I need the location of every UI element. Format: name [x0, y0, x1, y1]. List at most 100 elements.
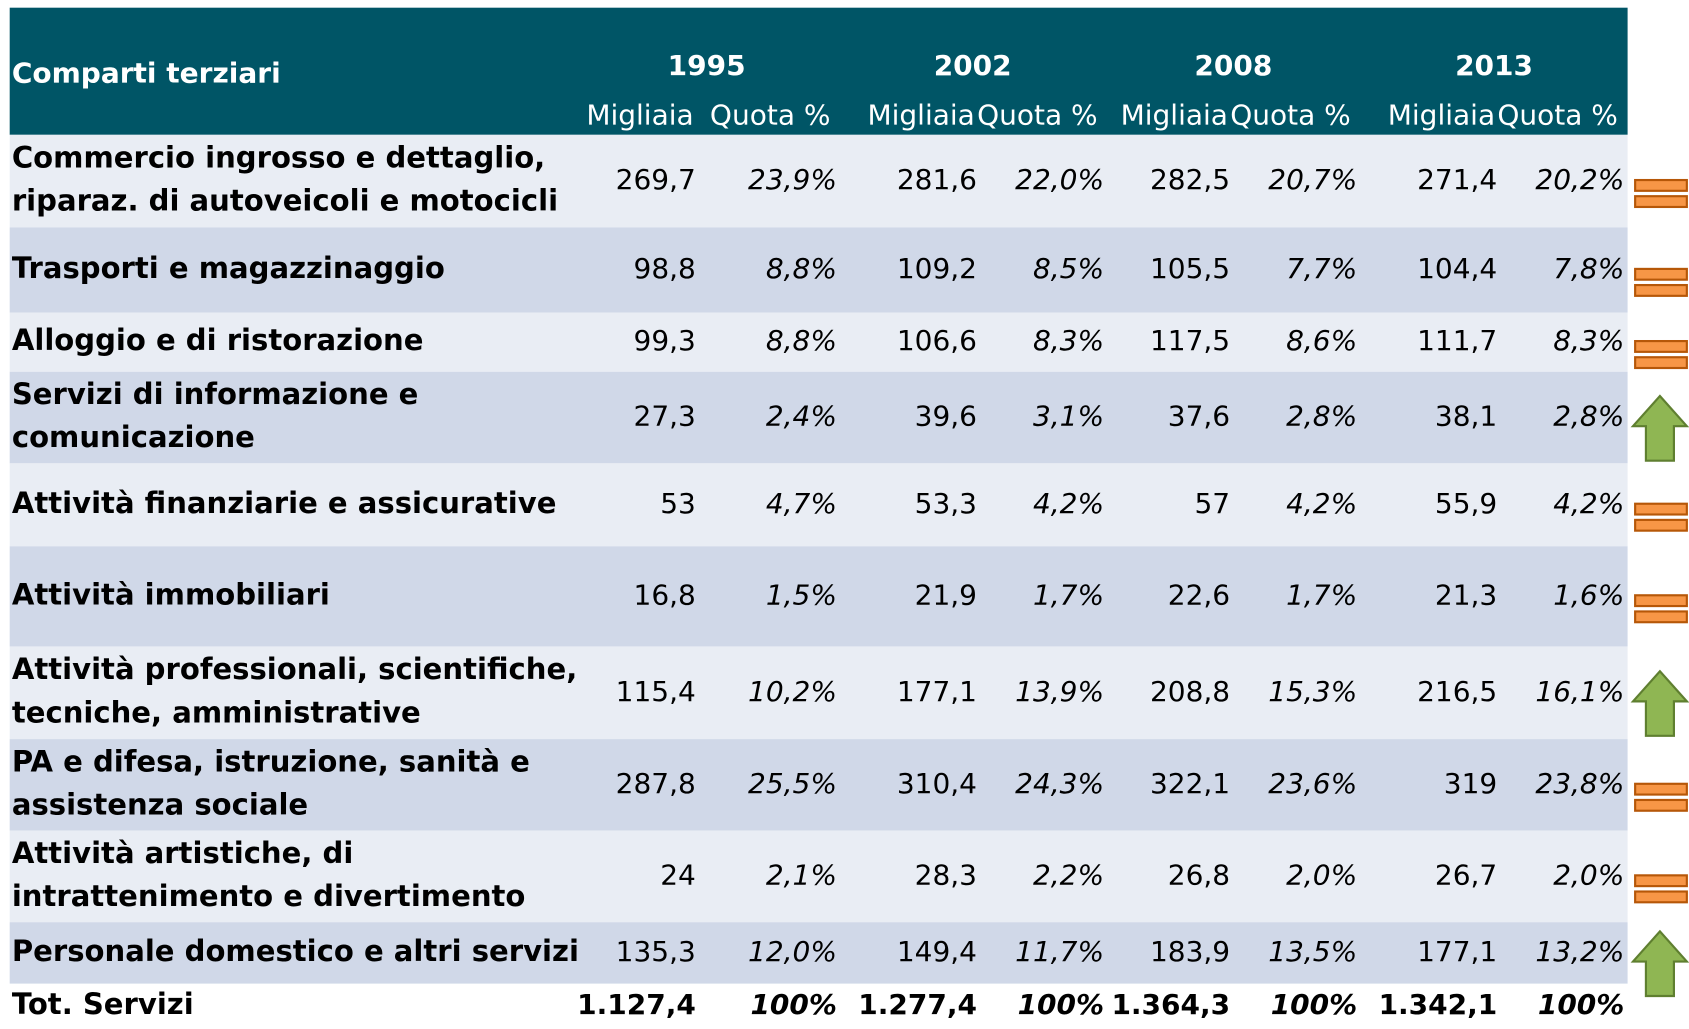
row-label: Alloggio e di ristorazione [12, 323, 424, 357]
row-label: riparaz. di autoveicoli e motocicli [12, 184, 558, 218]
row-label: Attività finanziarie e assicurative [12, 486, 557, 520]
equal-icon [1634, 339, 1688, 353]
cell: 4,2% [1553, 487, 1624, 520]
row-label: Trasporti e magazzinaggio [12, 251, 445, 285]
equal-icon [1634, 518, 1688, 532]
cell: 20,7% [1268, 163, 1357, 196]
cell: 28,3 [915, 858, 977, 891]
cell: 13,2% [1535, 935, 1624, 968]
cell: 2,4% [766, 400, 837, 433]
cell: 1,6% [1553, 578, 1624, 611]
row-bg [9, 371, 1628, 464]
row-bg [9, 646, 1628, 740]
row-label: Servizi di informazione e [12, 377, 419, 411]
row-label: intrattenimento e divertimento [12, 879, 526, 913]
cell: 177,1 [897, 675, 977, 708]
cell: 281,6 [897, 163, 977, 196]
cell: 322,1 [1150, 767, 1230, 800]
sub-header: Migliaia [867, 98, 974, 131]
cell: 2,8% [1286, 400, 1357, 433]
cell: 115,4 [616, 675, 696, 708]
row-bg [9, 830, 1628, 923]
year-header: 2013 [1455, 49, 1533, 82]
row-label: PA e difesa, istruzione, sanità e [12, 744, 530, 778]
cell: 1,7% [1286, 578, 1357, 611]
cell: 111,7 [1417, 324, 1497, 357]
cell: 12,0% [748, 935, 837, 968]
cell: 208,8 [1150, 675, 1230, 708]
year-header: 1995 [668, 49, 746, 82]
cell: 4,2% [1286, 487, 1357, 520]
cell: 26,8 [1168, 858, 1230, 891]
cell: 177,1 [1417, 935, 1497, 968]
cell: 22,6 [1168, 578, 1230, 611]
row-label: Tot. Servizi [12, 987, 194, 1021]
row-label: Attività professionali, scientifiche, [12, 652, 577, 686]
cell: 24 [660, 858, 696, 891]
row-bg [9, 134, 1628, 228]
cell: 8,5% [1033, 252, 1104, 285]
cell: 38,1 [1435, 400, 1497, 433]
cell: 100% [1018, 988, 1105, 1021]
cell: 53,3 [915, 487, 977, 520]
cell: 15,3% [1268, 675, 1357, 708]
cell: 16,8 [634, 578, 696, 611]
cell: 1.277,4 [858, 988, 977, 1021]
equal-icon [1634, 610, 1688, 624]
up-arrow-icon [1630, 669, 1689, 737]
cell: 25,5% [748, 767, 837, 800]
cell: 319 [1444, 767, 1497, 800]
row-bg [9, 739, 1628, 831]
cell: 282,5 [1150, 163, 1230, 196]
sub-header: Quota % [1230, 98, 1351, 131]
cell: 149,4 [897, 935, 977, 968]
equal-icon [1634, 874, 1688, 888]
row-label: Commercio ingrosso e dettaglio, [12, 141, 545, 175]
equal-icon [1634, 890, 1688, 904]
cell: 8,8% [766, 324, 837, 357]
equal-icon [1634, 283, 1688, 297]
cell: 2,0% [1286, 858, 1357, 891]
equal-icon [1634, 502, 1688, 516]
cell: 287,8 [616, 767, 696, 800]
header-band [9, 7, 1628, 135]
sub-header: Quota % [710, 98, 831, 131]
cell: 100% [750, 988, 837, 1021]
row-label: Personale domestico e altri servizi [12, 934, 579, 968]
equal-icon [1634, 594, 1688, 608]
equal-icon [1634, 798, 1688, 812]
equal-icon [1634, 267, 1688, 281]
cell: 310,4 [897, 767, 977, 800]
row-bg [9, 922, 1628, 984]
sub-header: Migliaia [1121, 98, 1228, 131]
cell: 1.342,1 [1379, 988, 1498, 1021]
row-bg [9, 463, 1628, 547]
row-label: comunicazione [12, 420, 255, 454]
row-bg [9, 227, 1628, 313]
cell: 20,2% [1535, 163, 1624, 196]
cell: 37,6 [1168, 400, 1230, 433]
cell: 1,7% [1033, 578, 1104, 611]
cell: 2,2% [1033, 858, 1104, 891]
cell: 100% [1538, 988, 1625, 1021]
cell: 8,6% [1286, 324, 1357, 357]
cell: 7,7% [1286, 252, 1357, 285]
row-label: Attività artistiche, di [12, 836, 353, 870]
up-arrow-icon [1630, 929, 1689, 998]
cell: 24,3% [1015, 767, 1104, 800]
cell: 106,6 [897, 324, 977, 357]
cell: 10,2% [748, 675, 837, 708]
cell: 4,2% [1033, 487, 1104, 520]
cell: 13,9% [1015, 675, 1104, 708]
cell: 98,8 [634, 252, 696, 285]
cell: 23,6% [1268, 767, 1357, 800]
cell: 1.127,4 [577, 988, 696, 1021]
cell: 11,7% [1015, 935, 1104, 968]
cell: 8,8% [766, 252, 837, 285]
row-bg [9, 312, 1628, 372]
equal-icon [1634, 782, 1688, 796]
cell: 16,1% [1535, 675, 1624, 708]
cell: 27,3 [634, 400, 696, 433]
row-bg [9, 546, 1628, 647]
cell: 99,3 [634, 324, 696, 357]
